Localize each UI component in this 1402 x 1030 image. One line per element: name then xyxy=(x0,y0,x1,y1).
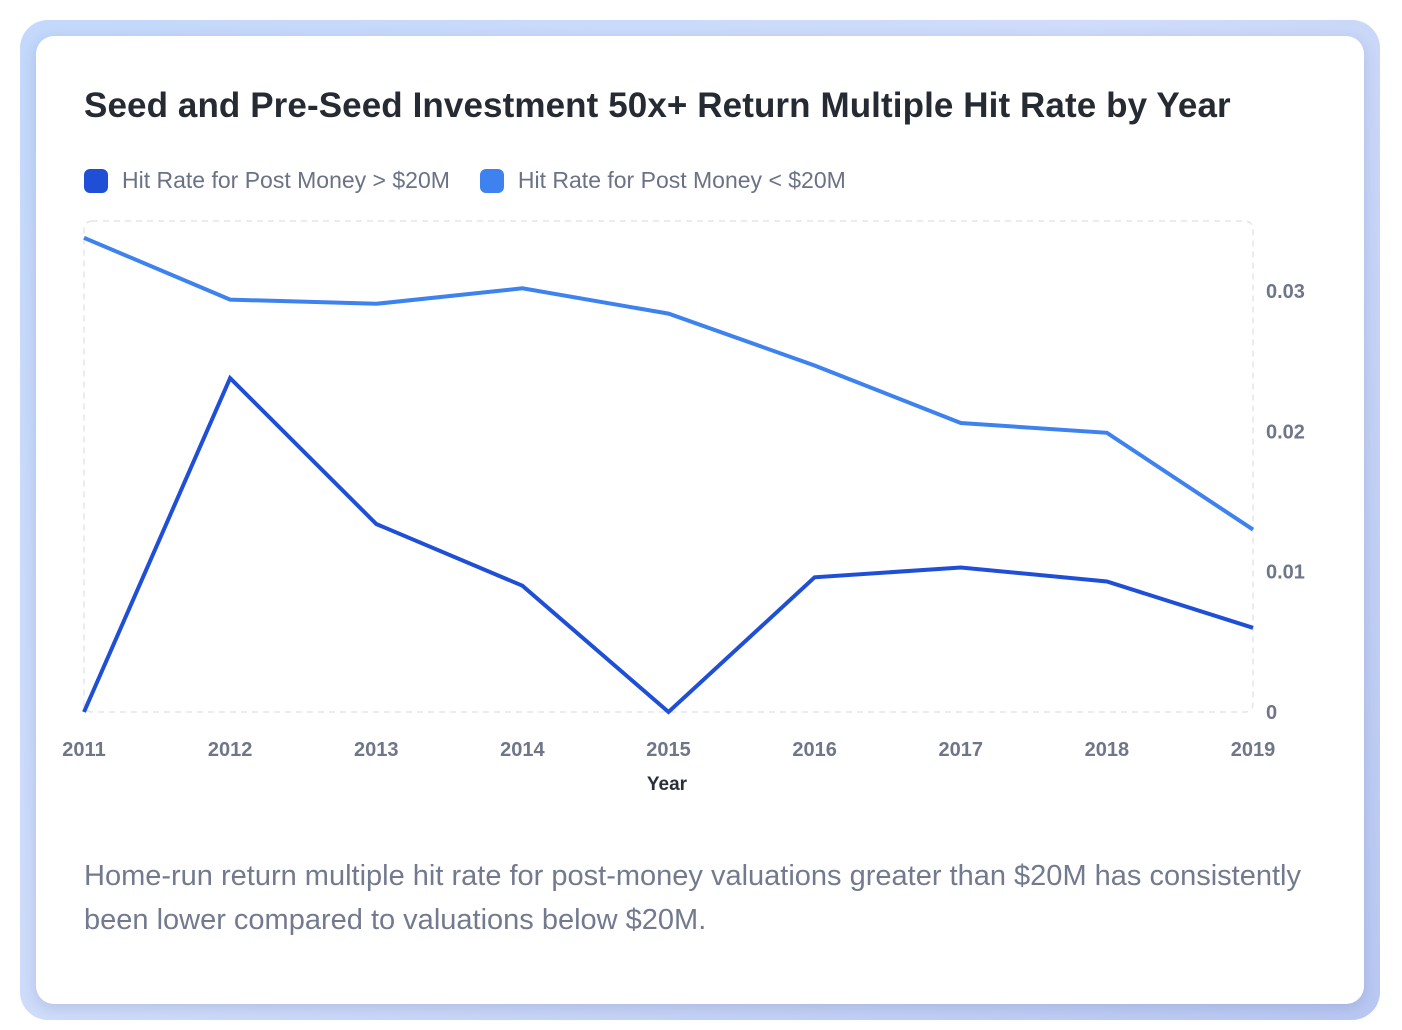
x-axis-title: Year xyxy=(647,774,688,795)
x-tick-label: 2019 xyxy=(1231,739,1276,761)
chart-legend: Hit Rate for Post Money > $20M Hit Rate … xyxy=(84,167,876,194)
legend-item-above-20m[interactable]: Hit Rate for Post Money > $20M xyxy=(84,167,450,194)
legend-item-below-20m[interactable]: Hit Rate for Post Money < $20M xyxy=(479,167,846,194)
chart-caption: Home-run return multiple hit rate for po… xyxy=(84,860,1301,936)
series-line-0 xyxy=(82,374,1254,715)
x-tick-label: 2011 xyxy=(62,739,105,761)
chart-title: Seed and Pre-Seed Investment 50x+ Return… xyxy=(84,86,1231,125)
legend-swatch-above-20m xyxy=(84,168,108,193)
x-axis-ticks: 2011 2012 2013 2014 2015 2016 2017 2018 2019 xyxy=(62,739,1275,761)
chart-series xyxy=(82,235,1255,715)
plot-area-border xyxy=(83,220,1254,713)
chart-grid xyxy=(83,220,1254,713)
x-tick-label: 2013 xyxy=(354,739,399,761)
legend-swatch-below-20m xyxy=(479,168,504,193)
y-axis-ticks: 0 0.01 0.02 0.03 xyxy=(1266,281,1305,724)
x-tick-label: 2018 xyxy=(1085,739,1130,761)
y-tick-label: 0.03 xyxy=(1266,281,1305,303)
legend-label-above-20m: Hit Rate for Post Money > $20M xyxy=(122,167,450,193)
x-tick-label: 2012 xyxy=(208,739,253,761)
x-tick-label: 2017 xyxy=(939,739,984,761)
y-tick-label: 0.02 xyxy=(1266,421,1305,443)
y-tick-label: 0.01 xyxy=(1266,562,1305,584)
x-tick-label: 2016 xyxy=(792,739,837,761)
chart-card xyxy=(36,36,1364,1004)
series-line-1 xyxy=(83,235,1255,532)
x-tick-label: 2014 xyxy=(500,739,545,761)
y-tick-label: 0 xyxy=(1266,702,1277,724)
legend-label-below-20m: Hit Rate for Post Money < $20M xyxy=(517,167,846,193)
x-tick-label: 2015 xyxy=(646,739,691,761)
